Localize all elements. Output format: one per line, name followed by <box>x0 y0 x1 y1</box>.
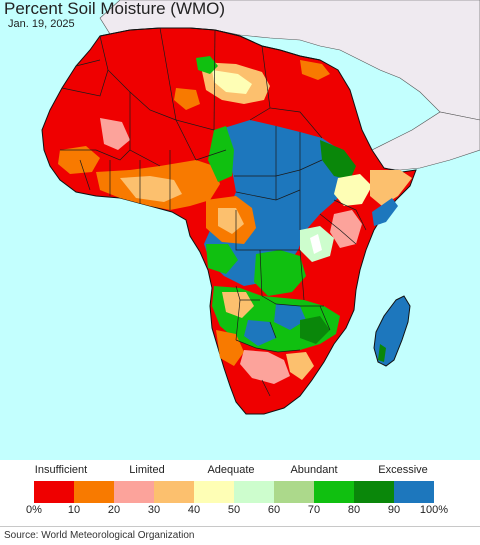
legend-tick-label: 40 <box>187 504 201 516</box>
legend-tick-label: 30 <box>147 504 161 516</box>
legend-swatch-7 <box>314 481 354 503</box>
congo-south-green <box>254 250 306 296</box>
source-credit: Source: World Meteorological Organizatio… <box>4 530 195 541</box>
angola-tan <box>222 292 254 318</box>
kenya-pink <box>330 210 362 248</box>
soil-moisture-map <box>0 0 480 460</box>
legend-category-excessive: Excessive <box>378 464 428 476</box>
map-date: Jan. 19, 2025 <box>8 18 75 30</box>
mozambique-dark-green <box>300 316 330 344</box>
sahel-band-tan <box>120 176 182 202</box>
legend-category-insufficient: Insufficient <box>34 464 88 476</box>
atlas-green <box>196 56 218 74</box>
legend-swatch-1 <box>74 481 114 503</box>
south-africa-tan <box>286 352 314 380</box>
legend-swatch-8 <box>354 481 394 503</box>
legend-tick-label: 60 <box>267 504 281 516</box>
gabon-green <box>206 244 238 274</box>
legend-category-adequate: Adequate <box>207 464 255 476</box>
sahel-pink <box>100 118 130 150</box>
ethiopia-dark-green <box>320 140 356 180</box>
somalia-blue <box>372 198 398 226</box>
legend-tick-label: 20 <box>107 504 121 516</box>
north-coastline <box>99 27 321 61</box>
legend-swatch-4 <box>194 481 234 503</box>
legend-swatch-6 <box>274 481 314 503</box>
zimbabwe-blue <box>244 320 276 346</box>
somalia-tan <box>370 170 412 206</box>
arabian-peninsula <box>359 111 480 171</box>
chad-green <box>208 126 234 182</box>
south-africa-pink <box>240 350 290 384</box>
legend-tick-label: 10 <box>67 504 81 516</box>
west-coast-orange <box>58 146 100 174</box>
legend-swatch-5 <box>234 481 274 503</box>
legend-color-bar <box>34 481 434 503</box>
footer: Source: World Meteorological Organizatio… <box>0 526 480 545</box>
legend-swatch-0 <box>34 481 74 503</box>
egypt-north-orange <box>300 60 330 80</box>
cameroon-tan <box>218 208 244 234</box>
legend-tick-label: 90 <box>387 504 401 516</box>
legend-tick-label: 0% <box>26 504 42 516</box>
page-title: Percent Soil Moisture (WMO) <box>4 0 226 18</box>
legend-tick-label: 100% <box>419 504 449 516</box>
legend-category-abundant: Abundant <box>290 464 338 476</box>
ethiopia-pale <box>334 174 372 206</box>
legend-swatch-2 <box>114 481 154 503</box>
legend-tick-label: 50 <box>227 504 241 516</box>
lake-victoria <box>310 234 322 254</box>
legend-swatch-3 <box>154 481 194 503</box>
legend-tick-label: 80 <box>347 504 361 516</box>
legend-tick-label: 70 <box>307 504 321 516</box>
sahara-pale-patch <box>212 70 252 94</box>
legend-swatch-9 <box>394 481 434 503</box>
zambia-blue <box>274 304 306 330</box>
madagascar-south <box>378 344 386 362</box>
legend-category-limited: Limited <box>129 464 165 476</box>
namibia-orange <box>216 330 244 366</box>
sahara-orange-patch <box>174 88 200 110</box>
country-borders <box>60 27 367 397</box>
central-africa-blue <box>204 120 352 286</box>
